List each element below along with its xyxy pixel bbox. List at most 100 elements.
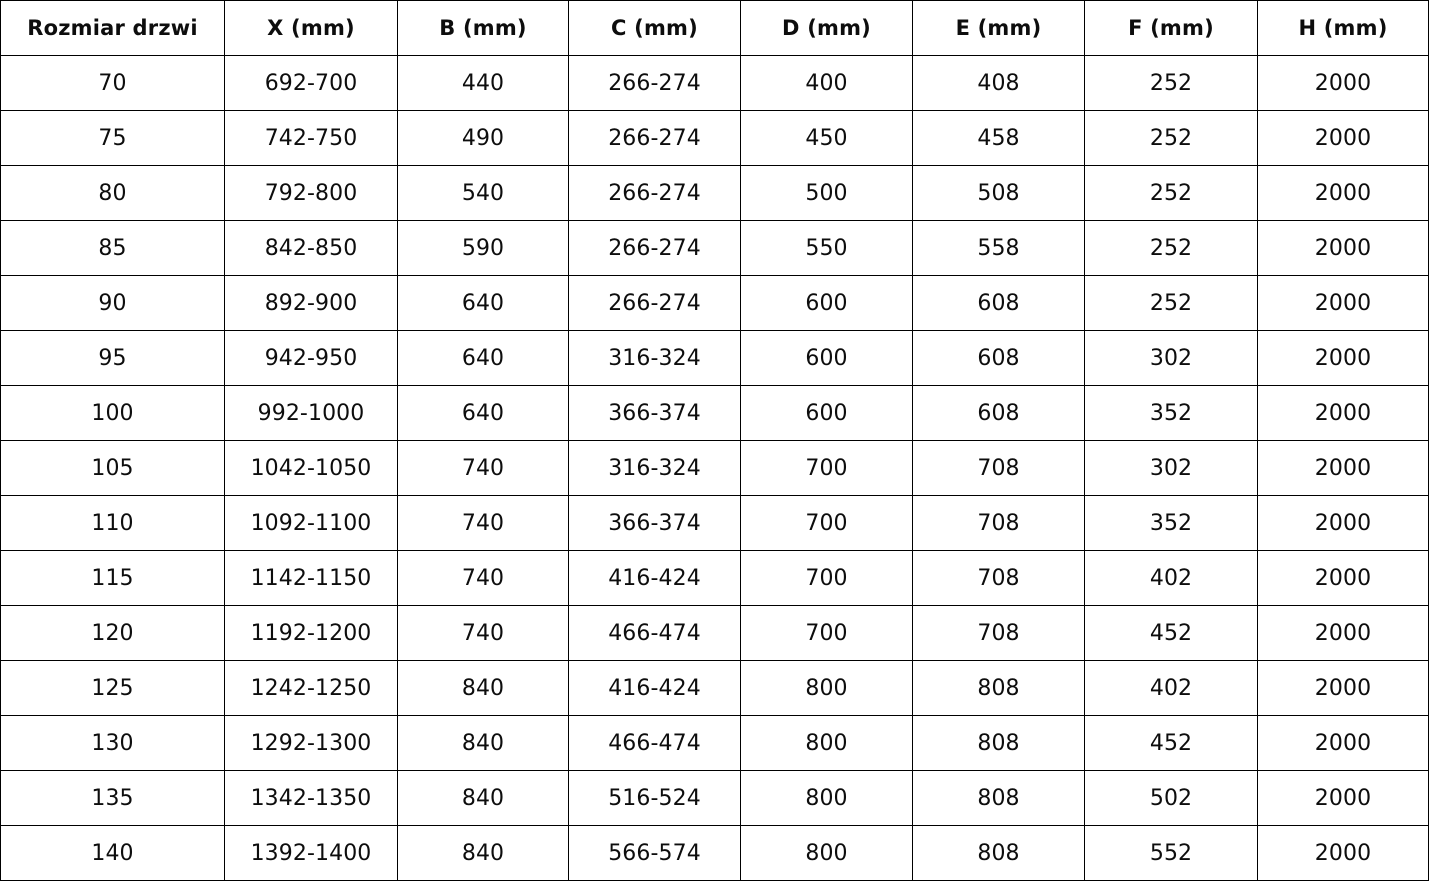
- table-cell: 800: [740, 825, 913, 881]
- header-row: Rozmiar drzwi X (mm) B (mm) C (mm) D (mm…: [0, 0, 1429, 56]
- table-cell: 2000: [1257, 495, 1429, 551]
- table-cell: 440: [397, 55, 569, 111]
- table-cell: 352: [1084, 385, 1258, 441]
- table-row: 70 692-700 440 266-274 400 408 252 2000: [0, 55, 1429, 111]
- table-cell: 490: [397, 110, 569, 166]
- table-cell: 640: [397, 275, 569, 331]
- table-cell: 266-274: [568, 275, 741, 331]
- table-cell: 70: [0, 55, 225, 111]
- table-cell: 458: [912, 110, 1085, 166]
- table-cell: 2000: [1257, 385, 1429, 441]
- table-row: 95 942-950 640 316-324 600 608 302 2000: [0, 330, 1429, 386]
- table-row: 140 1392-1400 840 566-574 800 808 552 2000: [0, 825, 1429, 881]
- table-cell: 115: [0, 550, 225, 606]
- table-cell: 552: [1084, 825, 1258, 881]
- table-cell: 90: [0, 275, 225, 331]
- table-cell: 500: [740, 165, 913, 221]
- column-header-b: B (mm): [397, 0, 569, 56]
- table-cell: 252: [1084, 275, 1258, 331]
- table-cell: 808: [912, 715, 1085, 771]
- table-cell: 352: [1084, 495, 1258, 551]
- table-cell: 600: [740, 275, 913, 331]
- table-cell: 316-324: [568, 330, 741, 386]
- table-cell: 416-424: [568, 550, 741, 606]
- table-cell: 808: [912, 825, 1085, 881]
- table-cell: 502: [1084, 770, 1258, 826]
- table-cell: 1042-1050: [224, 440, 398, 496]
- table-cell: 708: [912, 605, 1085, 661]
- table-cell: 252: [1084, 110, 1258, 166]
- table-cell: 2000: [1257, 825, 1429, 881]
- table-cell: 266-274: [568, 220, 741, 276]
- table-cell: 2000: [1257, 55, 1429, 111]
- column-header-x: X (mm): [224, 0, 398, 56]
- table-cell: 692-700: [224, 55, 398, 111]
- table-cell: 808: [912, 770, 1085, 826]
- table-cell: 1092-1100: [224, 495, 398, 551]
- table-cell: 266-274: [568, 165, 741, 221]
- table-row: 105 1042-1050 740 316-324 700 708 302 2000: [0, 440, 1429, 496]
- table-row: 115 1142-1150 740 416-424 700 708 402 2000: [0, 550, 1429, 606]
- column-header-e: E (mm): [912, 0, 1085, 56]
- table-body: 70 692-700 440 266-274 400 408 252 2000 75 742-75…: [0, 55, 1429, 881]
- table-cell: 600: [740, 330, 913, 386]
- table-cell: 402: [1084, 660, 1258, 716]
- table-cell: 1142-1150: [224, 550, 398, 606]
- table-cell: 2000: [1257, 770, 1429, 826]
- table-cell: 2000: [1257, 550, 1429, 606]
- table-cell: 452: [1084, 605, 1258, 661]
- table-cell: 708: [912, 550, 1085, 606]
- column-header-rozmiar-drzwi: Rozmiar drzwi: [0, 0, 225, 56]
- table-cell: 740: [397, 550, 569, 606]
- table-cell: 550: [740, 220, 913, 276]
- table-cell: 2000: [1257, 605, 1429, 661]
- table-cell: 95: [0, 330, 225, 386]
- table-cell: 1292-1300: [224, 715, 398, 771]
- table-cell: 2000: [1257, 660, 1429, 716]
- table-cell: 992-1000: [224, 385, 398, 441]
- table-cell: 742-750: [224, 110, 398, 166]
- column-header-c: C (mm): [568, 0, 741, 56]
- table-cell: 842-850: [224, 220, 398, 276]
- table-cell: 590: [397, 220, 569, 276]
- table-cell: 640: [397, 385, 569, 441]
- table-row: 80 792-800 540 266-274 500 508 252 2000: [0, 165, 1429, 221]
- table-cell: 516-524: [568, 770, 741, 826]
- table-cell: 75: [0, 110, 225, 166]
- table-cell: 2000: [1257, 330, 1429, 386]
- table-cell: 608: [912, 330, 1085, 386]
- table-cell: 608: [912, 275, 1085, 331]
- table-row: 100 992-1000 640 366-374 600 608 352 2000: [0, 385, 1429, 441]
- table-row: 130 1292-1300 840 466-474 800 808 452 2000: [0, 715, 1429, 771]
- table-cell: 2000: [1257, 220, 1429, 276]
- table-cell: 800: [740, 660, 913, 716]
- table-cell: 120: [0, 605, 225, 661]
- table-cell: 450: [740, 110, 913, 166]
- table-cell: 140: [0, 825, 225, 881]
- column-header-d: D (mm): [740, 0, 913, 56]
- table-cell: 700: [740, 495, 913, 551]
- table-cell: 600: [740, 385, 913, 441]
- table-cell: 2000: [1257, 715, 1429, 771]
- table-cell: 100: [0, 385, 225, 441]
- table-cell: 800: [740, 770, 913, 826]
- table-cell: 400: [740, 55, 913, 111]
- table-cell: 700: [740, 550, 913, 606]
- table-cell: 1192-1200: [224, 605, 398, 661]
- table-cell: 566-574: [568, 825, 741, 881]
- table-cell: 252: [1084, 55, 1258, 111]
- table-cell: 302: [1084, 330, 1258, 386]
- table-cell: 2000: [1257, 165, 1429, 221]
- table-cell: 708: [912, 440, 1085, 496]
- table-cell: 2000: [1257, 440, 1429, 496]
- table-cell: 366-374: [568, 385, 741, 441]
- table-cell: 942-950: [224, 330, 398, 386]
- table-cell: 2000: [1257, 275, 1429, 331]
- table-row: 125 1242-1250 840 416-424 800 808 402 2000: [0, 660, 1429, 716]
- table-cell: 2000: [1257, 110, 1429, 166]
- table-cell: 558: [912, 220, 1085, 276]
- table-cell: 708: [912, 495, 1085, 551]
- table-cell: 700: [740, 605, 913, 661]
- table-cell: 366-374: [568, 495, 741, 551]
